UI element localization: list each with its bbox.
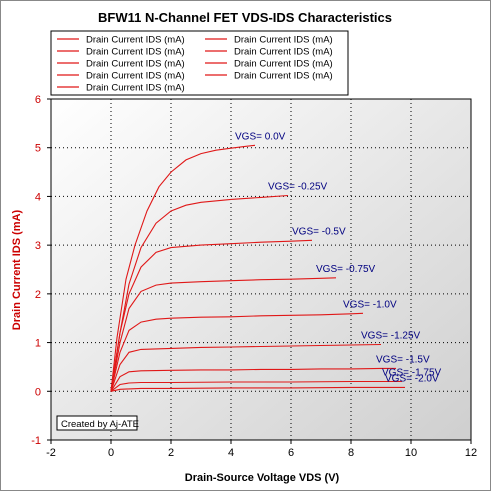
y-tick-label: -1 bbox=[31, 435, 41, 447]
series-lines bbox=[110, 144, 405, 392]
vgs-label-6: VGS= -1.5V bbox=[376, 354, 430, 365]
x-axis-label: Drain-Source Voltage VDS (V) bbox=[185, 472, 340, 484]
series-line-8 bbox=[110, 386, 405, 392]
vgs-label-5: VGS= -1.25V bbox=[361, 331, 421, 342]
grid-lines bbox=[51, 99, 471, 440]
vgs-label-1: VGS= -0.25V bbox=[268, 181, 328, 192]
series-line-4 bbox=[110, 312, 364, 392]
y-tick-label: 2 bbox=[35, 289, 41, 301]
y-tick-label: 1 bbox=[35, 338, 41, 350]
series-line-3 bbox=[110, 277, 337, 392]
vgs-label-2: VGS= -0.5V bbox=[292, 226, 346, 237]
x-tick-label: -2 bbox=[46, 447, 56, 459]
legend-label-3: Drain Current IDS (mA) bbox=[86, 71, 185, 82]
legend-label-4: Drain Current IDS (mA) bbox=[86, 83, 185, 94]
y-tick-label: 5 bbox=[35, 143, 41, 155]
credit-text: Created by Aj-ATE bbox=[61, 419, 139, 430]
x-tick-label: 8 bbox=[348, 447, 354, 459]
legend: Drain Current IDS (mA)Drain Current IDS … bbox=[50, 30, 349, 96]
legend-label-1: Drain Current IDS (mA) bbox=[86, 47, 185, 58]
vgs-label-3: VGS= -0.75V bbox=[316, 264, 376, 275]
series-line-7 bbox=[110, 380, 402, 392]
vgs-label-8: VGS= -2.0V bbox=[385, 373, 439, 384]
chart-title: BFW11 N-Channel FET VDS-IDS Characterist… bbox=[98, 10, 392, 25]
x-tick-label: 0 bbox=[108, 447, 114, 459]
series-line-6 bbox=[110, 367, 396, 392]
legend-label-6: Drain Current IDS (mA) bbox=[234, 47, 333, 58]
y-tick-label: 4 bbox=[35, 191, 41, 203]
vgs-labels: VGS= 0.0V VGS= -0.25V VGS= -0.5V VGS= -0.75… bbox=[235, 131, 442, 384]
legend-label-2: Drain Current IDS (mA) bbox=[86, 59, 185, 70]
series-line-1 bbox=[110, 194, 289, 392]
x-tick-label: 2 bbox=[168, 447, 174, 459]
x-tick-label: 4 bbox=[228, 447, 234, 459]
y-tick-label: 0 bbox=[35, 386, 41, 398]
legend-label-0: Drain Current IDS (mA) bbox=[86, 35, 185, 46]
x-tick-label: 12 bbox=[465, 447, 477, 459]
legend-box bbox=[50, 30, 349, 96]
vgs-label-7: VGS= -1.75V bbox=[382, 368, 442, 379]
legend-label-7: Drain Current IDS (mA) bbox=[234, 59, 333, 70]
plot-area bbox=[50, 98, 472, 441]
legend-label-8: Drain Current IDS (mA) bbox=[234, 71, 333, 82]
x-tick-label: 10 bbox=[405, 447, 417, 459]
series-line-2 bbox=[110, 239, 313, 392]
series-line-0 bbox=[110, 144, 256, 392]
credit-box: Created by Aj-ATE bbox=[56, 415, 139, 431]
legend-label-5: Drain Current IDS (mA) bbox=[234, 35, 333, 46]
series-line-5 bbox=[110, 343, 382, 392]
y-axis-label: Drain Current IDS (mA) bbox=[11, 209, 23, 330]
x-tick-label: 6 bbox=[288, 447, 294, 459]
y-tick-label: 3 bbox=[35, 240, 41, 252]
vgs-label-4: VGS= -1.0V bbox=[343, 299, 397, 310]
vgs-label-0: VGS= 0.0V bbox=[235, 131, 286, 142]
y-tick-label: 6 bbox=[35, 94, 41, 106]
